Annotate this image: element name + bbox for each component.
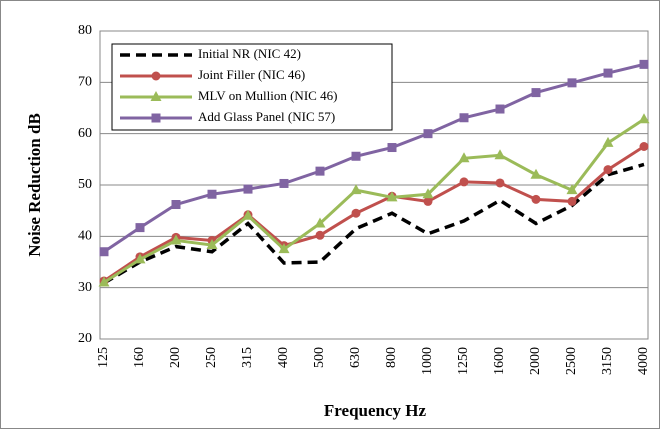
marker — [315, 230, 325, 240]
x-axis-label: Frequency Hz — [324, 401, 427, 420]
marker — [494, 149, 506, 160]
series-line — [103, 118, 645, 284]
marker — [602, 136, 614, 147]
x-tick-label: 3150 — [600, 347, 615, 375]
marker — [314, 217, 326, 228]
marker — [170, 234, 182, 245]
marker — [278, 243, 290, 254]
x-tick-label: 2500 — [564, 347, 579, 375]
marker — [638, 113, 650, 124]
marker — [206, 239, 218, 250]
marker — [495, 104, 505, 114]
x-tick-label: 2000 — [528, 347, 543, 375]
x-tick-label: 1600 — [492, 347, 507, 375]
legend-label: Initial NR (NIC 42) — [198, 46, 301, 61]
x-tick-label: 160 — [132, 347, 147, 368]
marker — [99, 247, 109, 257]
marker — [350, 184, 362, 195]
marker — [567, 78, 577, 88]
marker — [531, 88, 541, 98]
marker — [639, 142, 649, 151]
marker — [459, 177, 469, 187]
marker — [151, 113, 161, 123]
marker — [207, 189, 217, 199]
marker — [98, 276, 110, 287]
x-tick-label: 250 — [204, 347, 219, 368]
marker — [351, 151, 361, 161]
marker — [386, 191, 398, 202]
legend-label: Joint Filler (NIC 46) — [198, 67, 305, 82]
marker — [566, 184, 578, 195]
series-line — [103, 62, 645, 253]
marker — [495, 178, 505, 188]
marker — [279, 178, 289, 188]
series-line — [103, 162, 645, 285]
marker — [315, 166, 325, 176]
marker — [243, 184, 253, 194]
y-tick-label: 40 — [78, 229, 92, 244]
x-tick-label: 4000 — [636, 347, 651, 375]
y-axis-label: Noise Reduction dB — [25, 113, 44, 257]
x-tick-label: 1000 — [420, 347, 435, 375]
y-tick-label: 80 — [78, 23, 92, 38]
marker — [423, 129, 433, 139]
marker — [171, 200, 181, 210]
x-tick-label: 315 — [240, 347, 255, 368]
y-tick-label: 30 — [78, 280, 92, 295]
marker — [151, 71, 161, 81]
marker — [351, 208, 361, 218]
marker — [458, 152, 470, 163]
marker — [531, 194, 541, 204]
marker — [422, 188, 434, 199]
plot-border — [99, 30, 649, 340]
marker — [459, 113, 469, 123]
x-tick-label: 1250 — [456, 347, 471, 375]
marker — [134, 253, 146, 264]
marker — [135, 223, 145, 233]
marker — [567, 196, 577, 206]
y-tick-label: 60 — [78, 126, 92, 141]
x-tick-label: 800 — [384, 347, 399, 368]
y-tick-label: 50 — [78, 177, 92, 192]
series-line — [103, 145, 645, 283]
marker — [150, 91, 162, 101]
marker — [242, 209, 254, 220]
marker — [639, 59, 649, 69]
x-tick-label: 200 — [168, 347, 183, 368]
marker — [423, 196, 433, 206]
marker — [387, 143, 397, 153]
x-tick-label: 630 — [348, 347, 363, 368]
legend-label: MLV on Mullion (NIC 46) — [198, 88, 337, 103]
y-tick-label: 70 — [78, 75, 92, 90]
y-tick-label: 20 — [78, 331, 92, 346]
marker — [603, 68, 613, 78]
marker — [530, 168, 542, 179]
marker — [603, 165, 613, 175]
legend-label: Add Glass Panel (NIC 57) — [198, 109, 335, 124]
x-tick-label: 400 — [276, 347, 291, 368]
x-tick-label: 500 — [312, 347, 327, 368]
x-tick-label: 125 — [96, 347, 111, 368]
